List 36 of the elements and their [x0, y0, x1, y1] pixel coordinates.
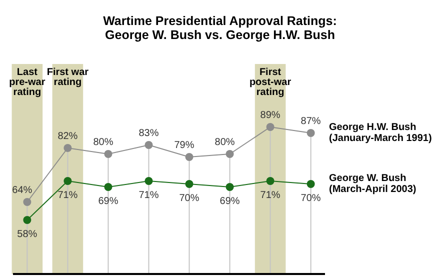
- point: [23, 198, 32, 206]
- point: [144, 177, 153, 185]
- point: [104, 183, 112, 191]
- data-label: 70%: [300, 193, 321, 204]
- point: [306, 129, 315, 137]
- data-label: 71%: [260, 190, 280, 201]
- point: [64, 177, 72, 185]
- text: First post-war rating: [248, 67, 292, 98]
- data-label: 69%: [98, 196, 118, 207]
- data-label: 64%: [12, 185, 32, 196]
- data-label: 82%: [58, 131, 78, 142]
- data-label: 87%: [300, 116, 321, 127]
- chart-title: Wartime Presidential Approval Ratings: George W. Bush vs. George H.W. Bush: [102, 14, 338, 42]
- data-label: 80%: [93, 137, 114, 148]
- data-label: 89%: [260, 110, 280, 121]
- series-label: George W. Bush (March-April 2003): [329, 173, 418, 195]
- point: [266, 177, 274, 185]
- data-label: 70%: [179, 193, 200, 204]
- point: [64, 144, 72, 152]
- point: [306, 180, 315, 188]
- point: [23, 216, 32, 224]
- series-label: George H.W. Bush (January-March 1991): [329, 122, 433, 144]
- data-label: 71%: [138, 190, 159, 201]
- data-label: 80%: [214, 137, 235, 148]
- data-label: 71%: [58, 190, 78, 201]
- data-label: 83%: [138, 128, 159, 139]
- data-label: 69%: [220, 196, 240, 207]
- point: [185, 153, 194, 161]
- point: [226, 183, 234, 191]
- point: [226, 150, 234, 158]
- data-label: 58%: [17, 229, 38, 240]
- point: [185, 180, 194, 188]
- point: [104, 150, 112, 158]
- point: [144, 141, 153, 149]
- data-label: 79%: [174, 140, 194, 151]
- point: [266, 123, 274, 131]
